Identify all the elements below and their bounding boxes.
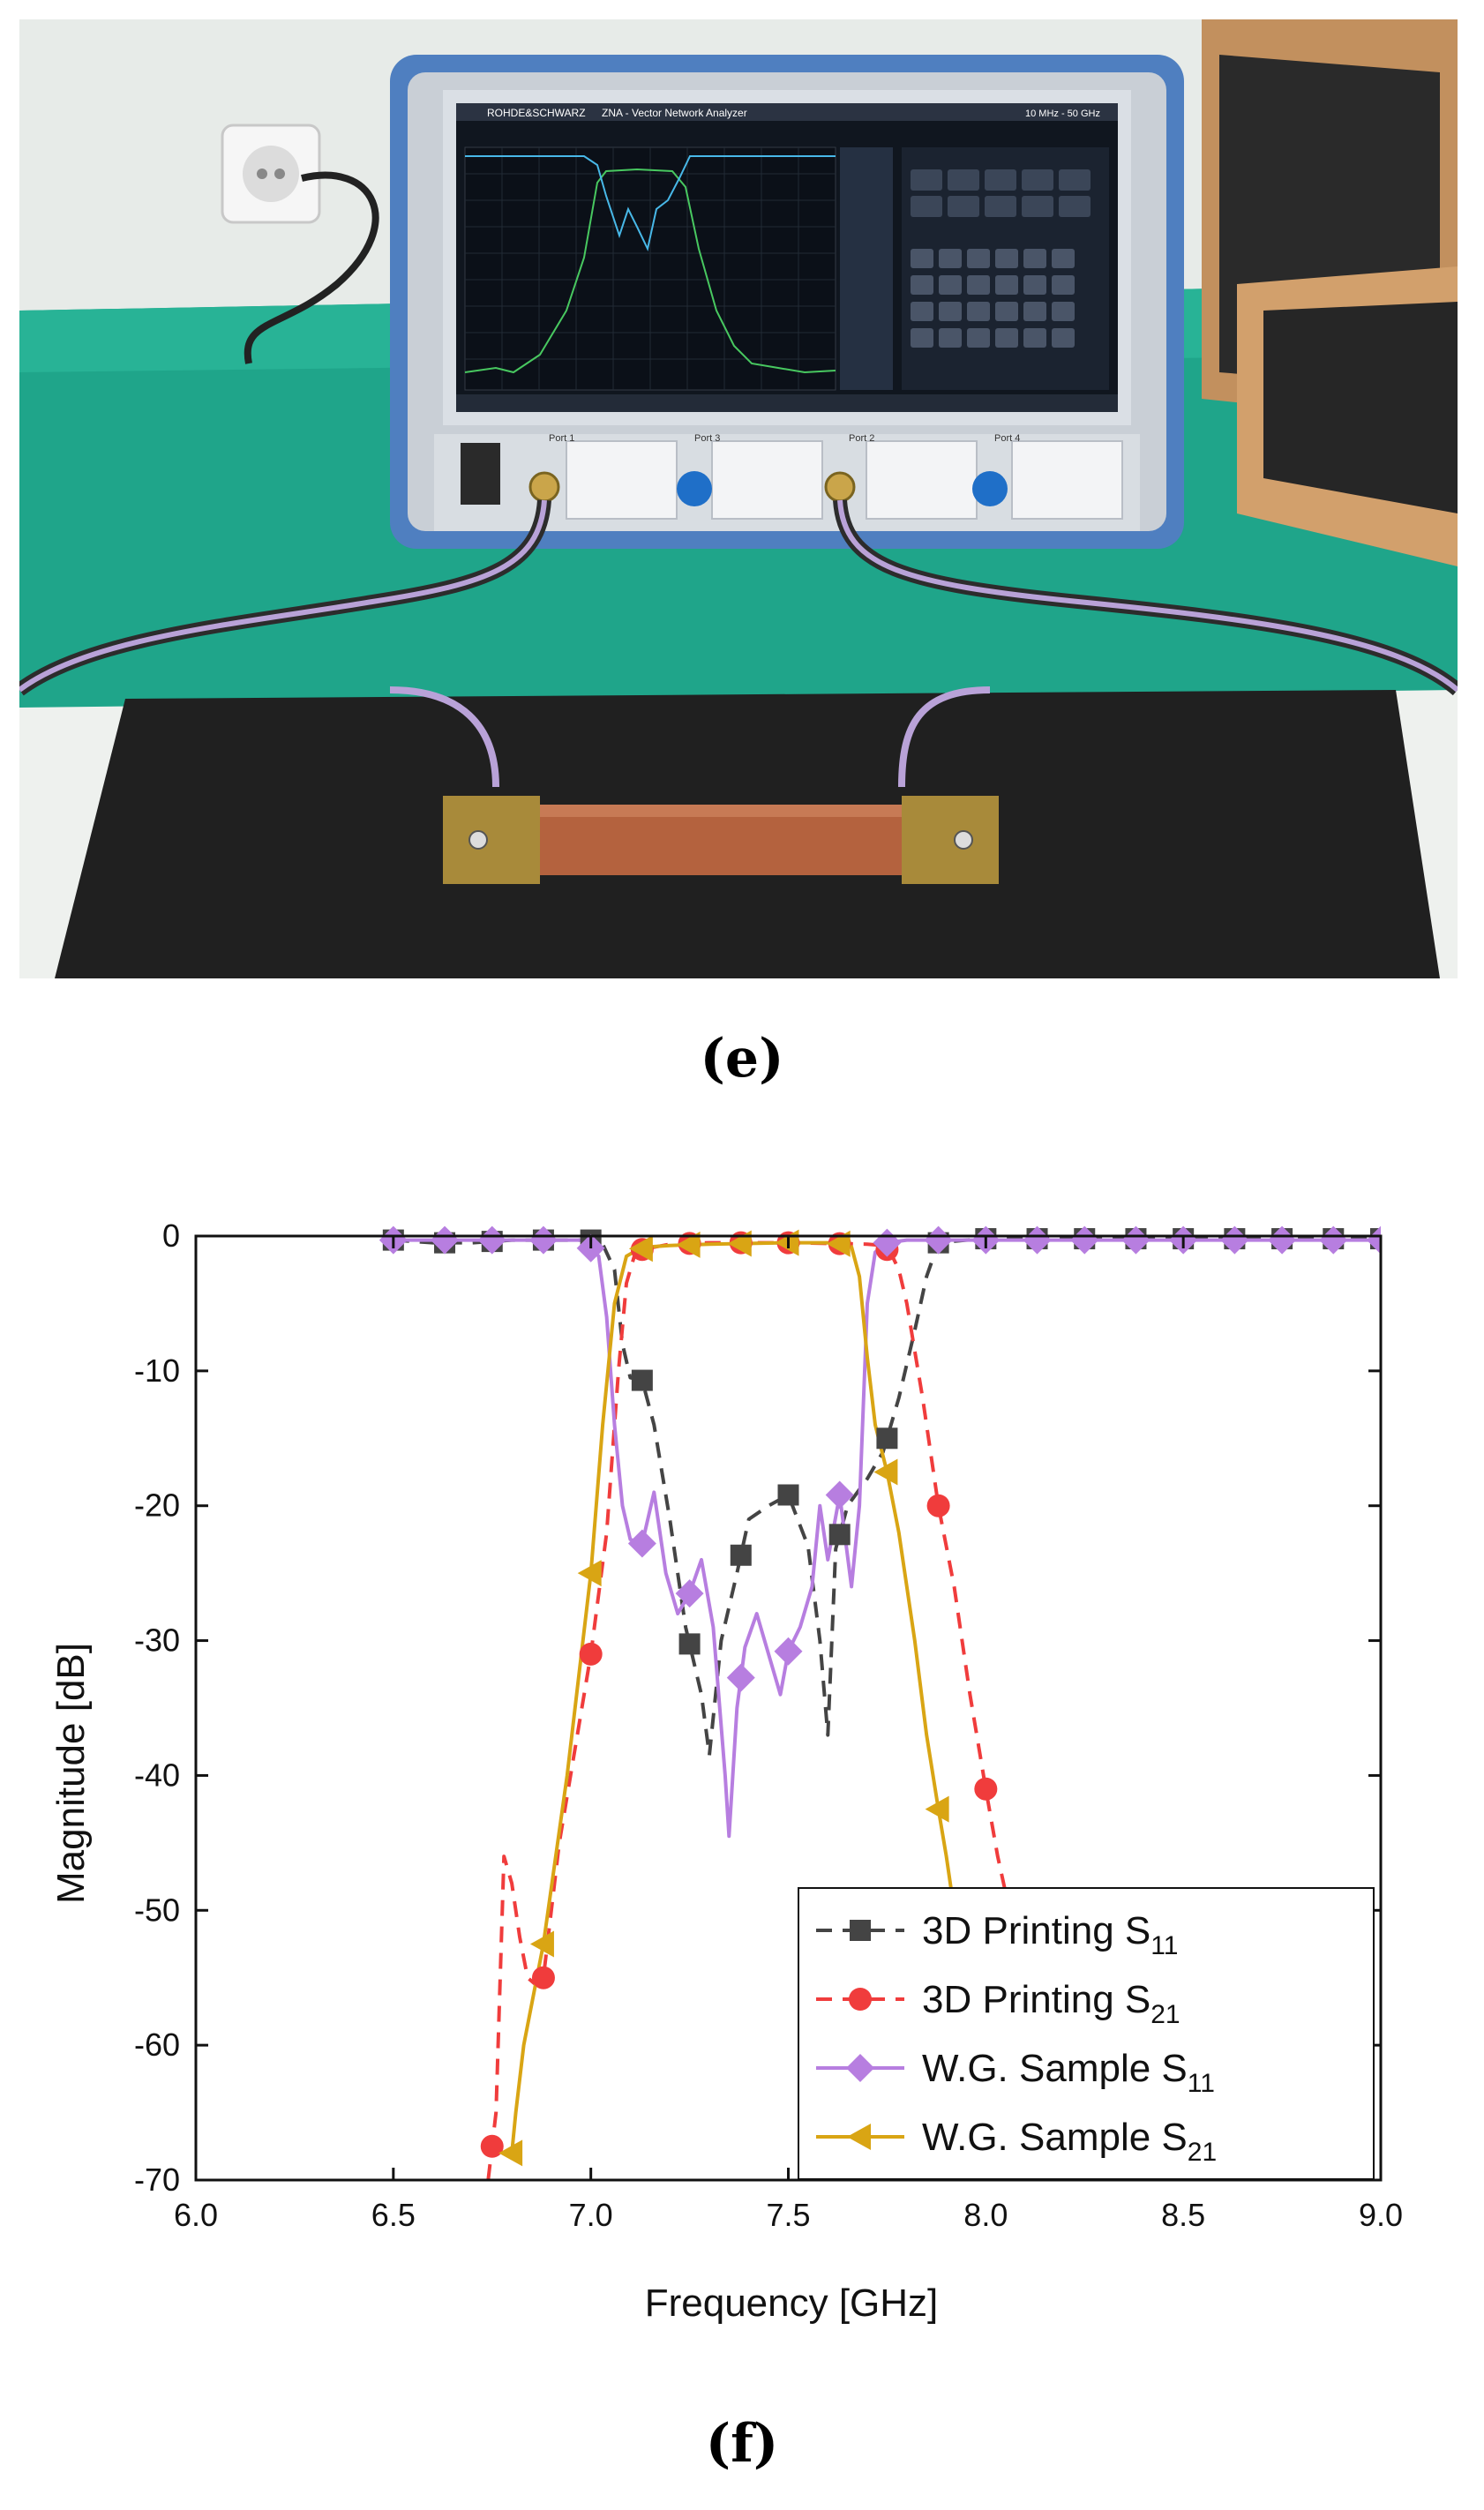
x-tick-label: 7.5 xyxy=(766,2197,810,2233)
marker-s11_wg xyxy=(726,1663,755,1692)
marker-s11_3d xyxy=(777,1484,799,1506)
marker-s11_wg xyxy=(431,1225,460,1255)
panel-label-e: (e) xyxy=(700,1028,784,1090)
marker-s11_3d xyxy=(631,1369,653,1391)
marker-s11_3d xyxy=(730,1544,752,1566)
x-tick-label: 6.0 xyxy=(174,2197,218,2233)
y-tick-label: -60 xyxy=(134,2027,180,2063)
marker-s11_wg xyxy=(774,1637,803,1666)
marker-s21_3d xyxy=(974,1777,998,1801)
y-axis-title: Magnitude [dB] xyxy=(49,1643,93,1904)
marker-s21_3d xyxy=(531,1966,555,1989)
marker-s11_wg xyxy=(1367,1225,1381,1255)
marker-s21_wg xyxy=(873,1458,898,1486)
y-tick-label: -50 xyxy=(134,1892,180,1928)
marker-s11_wg xyxy=(528,1225,558,1255)
marker-s11_wg xyxy=(1121,1225,1150,1255)
port-label: Port 4 xyxy=(994,433,1020,444)
marker-s21_wg xyxy=(529,1930,554,1958)
series-line-s11_wg xyxy=(393,1238,1381,1839)
x-tick-label: 9.0 xyxy=(1359,2197,1403,2233)
panel-label-f: (f) xyxy=(705,2413,779,2475)
marker-s21_wg xyxy=(628,1235,653,1262)
marker-s21_3d xyxy=(579,1642,603,1666)
legend-entry-label: W.G. Sample S11 xyxy=(922,2047,1215,2098)
marker-s21_wg xyxy=(577,1560,602,1587)
legend-entry-label: W.G. Sample S21 xyxy=(922,2116,1217,2167)
vna-measurement-photo: ROHDE&SCHWARZ ZNA - Vector Network Analy… xyxy=(19,19,1458,978)
marker-s11_wg xyxy=(1319,1225,1348,1255)
port-label: Port 2 xyxy=(849,433,874,444)
marker-s21_3d xyxy=(926,1494,950,1517)
x-tick-label: 7.0 xyxy=(569,2197,613,2233)
marker-s11_3d xyxy=(876,1427,898,1450)
legend-swatch-marker xyxy=(846,2054,874,2082)
x-axis-title: Frequency [GHz] xyxy=(645,2281,939,2325)
x-tick-label: 8.5 xyxy=(1161,2197,1205,2233)
y-tick-label: -10 xyxy=(134,1352,180,1389)
marker-s11_wg xyxy=(1023,1225,1052,1255)
x-tick-label: 6.5 xyxy=(371,2197,416,2233)
port-label: Port 1 xyxy=(549,433,574,444)
marker-s21_wg xyxy=(925,1795,949,1823)
series-line-s11_3d xyxy=(393,1237,1381,1757)
marker-s21_wg xyxy=(498,2139,523,2167)
x-tick-label: 8.0 xyxy=(963,2197,1008,2233)
y-tick-label: -30 xyxy=(134,1622,180,1659)
y-tick-label: -40 xyxy=(134,1757,180,1793)
marker-s11_wg xyxy=(477,1225,506,1255)
marker-s11_wg xyxy=(924,1225,953,1255)
legend-box xyxy=(798,1887,1375,2180)
legend-swatch-marker xyxy=(847,2124,871,2150)
marker-s21_wg xyxy=(676,1231,701,1258)
s-parameter-chart: 6.0 6.5 7.0 7.5 8.0 8.5 9.0 0 -10 -20 -30 -40 -50 -60… xyxy=(49,1218,1403,2325)
instrument-range: 10 MHz - 50 GHz xyxy=(1025,109,1100,119)
instrument-brand: ROHDE&SCHWARZ xyxy=(487,107,586,119)
y-tick-label: -20 xyxy=(134,1487,180,1524)
y-tick-label: -70 xyxy=(134,2162,180,2198)
marker-s11_wg xyxy=(873,1228,902,1257)
marker-s11_wg xyxy=(1268,1225,1297,1255)
y-tick-label: 0 xyxy=(162,1218,180,1254)
marker-s11_wg xyxy=(1220,1225,1249,1255)
marker-s11_3d xyxy=(828,1524,851,1546)
instrument-title: ZNA - Vector Network Analyzer xyxy=(602,107,747,119)
legend-swatch-marker xyxy=(849,1988,872,2011)
marker-s11_wg xyxy=(825,1480,854,1510)
marker-s11_wg xyxy=(1070,1225,1099,1255)
legend-entry-label: 3D Printing S21 xyxy=(922,1978,1180,2029)
port-label: Port 3 xyxy=(694,433,720,444)
marker-s11_wg xyxy=(675,1579,704,1608)
marker-s21_3d xyxy=(480,2134,504,2158)
legend-swatch-marker xyxy=(850,1920,871,1941)
marker-s11_wg xyxy=(627,1529,656,1558)
marker-s11_3d xyxy=(678,1633,701,1655)
legend-entry-label: 3D Printing S11 xyxy=(922,1909,1178,1960)
